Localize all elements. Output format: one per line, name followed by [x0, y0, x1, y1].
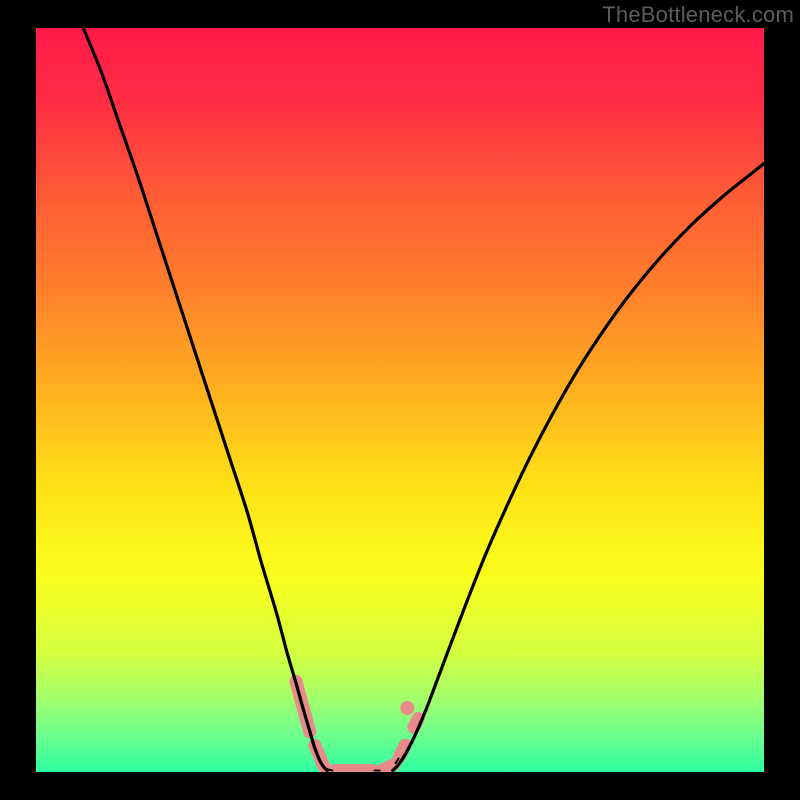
chart-svg: [0, 0, 800, 800]
plot-gradient: [36, 28, 764, 772]
watermark-text: TheBottleneck.com: [602, 2, 794, 28]
dash-dot: [400, 701, 414, 715]
chart-stage: TheBottleneck.com: [0, 0, 800, 800]
